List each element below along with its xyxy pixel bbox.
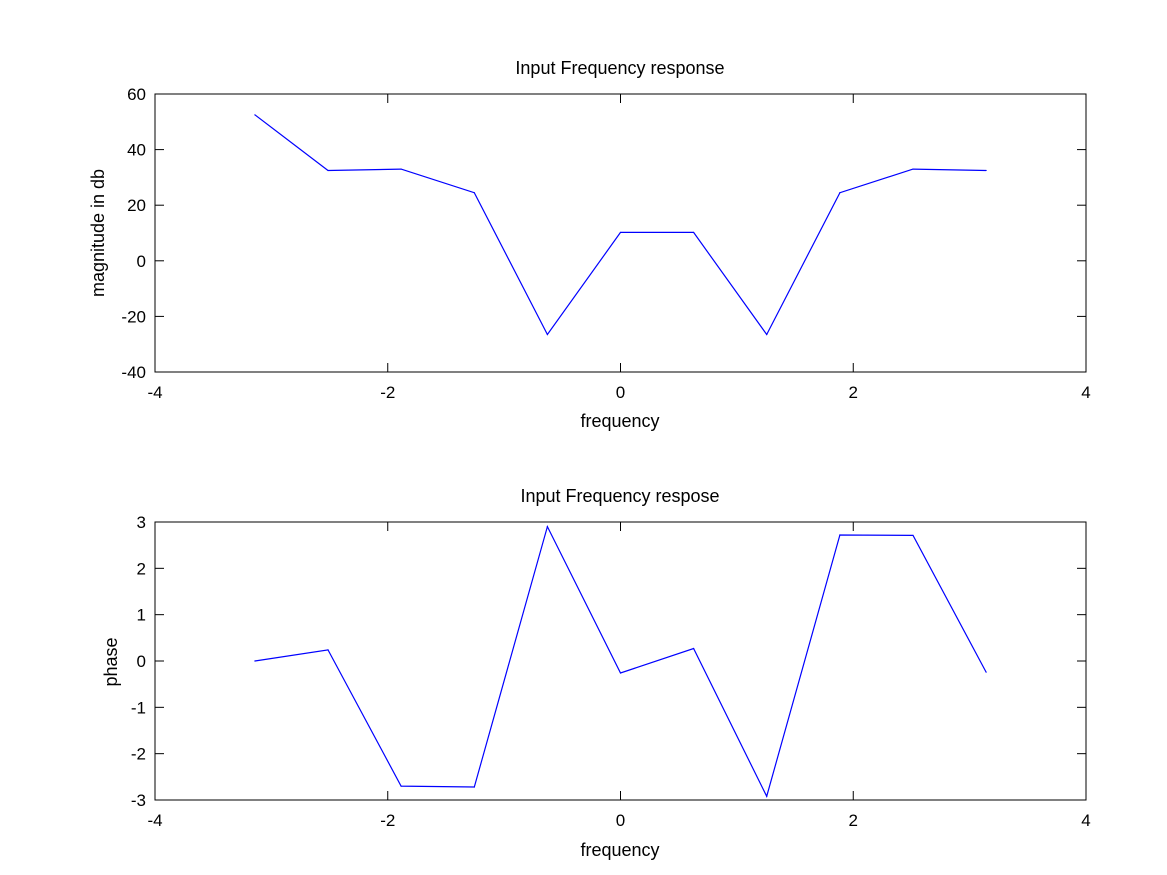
magnitude-y-tick-label: 40 — [127, 141, 146, 160]
magnitude-y-tick-label: -20 — [121, 307, 146, 326]
magnitude-x-tick-label: 0 — [616, 383, 625, 402]
phase-y-tick-label: 2 — [137, 559, 146, 578]
phase-x-axis-label: frequency — [580, 840, 659, 860]
magnitude-data-point — [619, 231, 622, 234]
phase-plot-area: -4 -2 0 2 4 -3 -2 -1 0 1 2 3 — [131, 513, 1091, 830]
magnitude-data-point — [766, 333, 768, 336]
phase-data-point — [546, 526, 548, 528]
phase-y-axis-label: phase — [101, 637, 121, 686]
magnitude-data-point — [254, 114, 256, 116]
phase-x-tick-label: 0 — [616, 811, 625, 830]
phase-y-tick-label: 3 — [137, 513, 146, 532]
magnitude-y-tick-label: 0 — [137, 252, 146, 271]
phase-y-tick-label: 0 — [137, 652, 146, 671]
phase-data-point — [400, 785, 402, 787]
magnitude-x-tick-label: 4 — [1081, 383, 1090, 402]
phase-data-point — [766, 795, 768, 797]
phase-y-tick-label: -1 — [131, 698, 146, 717]
magnitude-x-tick-label: -4 — [147, 383, 162, 402]
phase-data-point — [839, 534, 841, 536]
magnitude-data-point — [985, 169, 987, 172]
phase-data-point — [619, 672, 622, 674]
phase-x-tick-label: -4 — [147, 811, 162, 830]
magnitude-y-tick-label: 20 — [127, 196, 146, 215]
magnitude-y-axis-label: magnitude in db — [88, 169, 108, 297]
magnitude-y-tick-label: -40 — [121, 363, 146, 382]
phase-y-tick-label: -2 — [131, 745, 146, 764]
phase-x-tick-label: 2 — [849, 811, 858, 830]
magnitude-y-tick-label: 60 — [127, 85, 146, 104]
magnitude-data-point — [400, 168, 402, 170]
phase-x-tick-label: 4 — [1081, 811, 1090, 830]
magnitude-data-point — [546, 333, 548, 336]
magnitude-x-tick-label: 2 — [849, 383, 858, 402]
magnitude-data-point — [912, 168, 914, 170]
magnitude-x-axis-label: frequency — [580, 411, 659, 431]
magnitude-subplot: Input Frequency response frequency magni… — [88, 58, 1091, 431]
magnitude-data-point — [327, 169, 329, 172]
magnitude-data-point — [473, 192, 475, 194]
phase-y-tick-label: 1 — [137, 606, 146, 625]
phase-data-point — [985, 671, 987, 673]
magnitude-data-point — [839, 192, 841, 194]
magnitude-x-tick-label: -2 — [380, 383, 395, 402]
phase-y-tick-label: -3 — [131, 791, 146, 810]
phase-data-point — [473, 786, 475, 788]
magnitude-data-point — [693, 231, 695, 234]
phase-data-point — [254, 660, 256, 662]
phase-title: Input Frequency respose — [520, 486, 719, 506]
phase-data-point — [327, 649, 329, 651]
phase-data-point — [693, 647, 695, 650]
phase-x-tick-label: -2 — [380, 811, 395, 830]
phase-subplot: Input Frequency respose frequency phase … — [101, 486, 1091, 860]
magnitude-title: Input Frequency response — [515, 58, 724, 78]
phase-data-point — [912, 534, 914, 537]
